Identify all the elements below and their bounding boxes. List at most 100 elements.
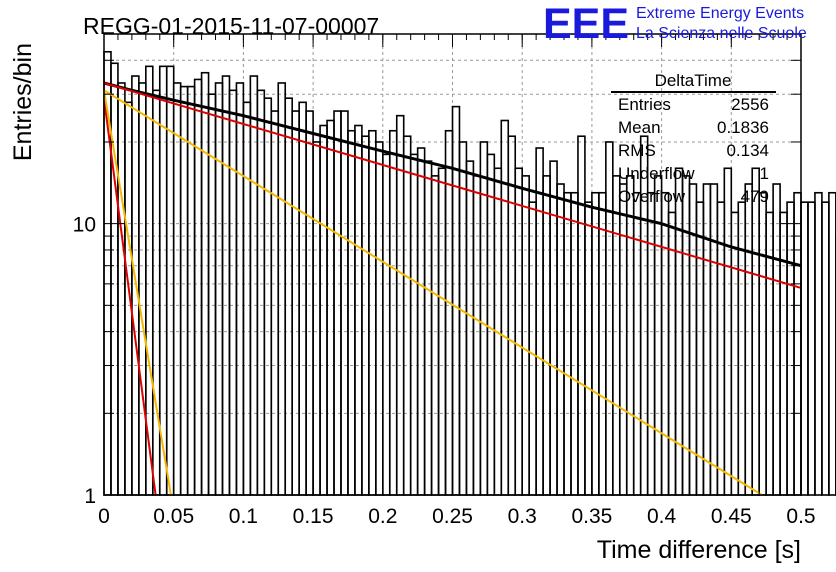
histogram-bin-37	[361, 135, 370, 496]
histogram-bin-65	[556, 183, 565, 496]
histogram-bin-23	[263, 97, 273, 496]
histogram-bin-52	[465, 160, 475, 496]
histogram-bin-43	[402, 135, 412, 496]
histogram-bin-55	[486, 153, 496, 496]
histogram-bin-99	[793, 191, 802, 496]
histogram-bin-44	[409, 153, 419, 496]
histogram-bin-80	[660, 191, 670, 496]
histogram-bin-32	[326, 119, 335, 496]
histogram-bin-2	[117, 82, 126, 496]
histogram-bin-102	[814, 191, 823, 496]
histogram-bin-50	[451, 105, 461, 496]
x-tick-label-7: 0.35	[571, 505, 612, 528]
stats-title: DeltaTime	[655, 71, 732, 90]
histogram-bin-69	[584, 201, 593, 496]
histogram-bin-33	[333, 110, 342, 496]
histogram-bin-104	[828, 191, 836, 496]
histogram-bin-68	[577, 135, 586, 496]
histogram-bin-25	[277, 82, 287, 496]
histogram-bin-64	[549, 160, 558, 496]
stats-value-mean: 0.1836	[717, 118, 769, 137]
histogram-bin-62	[535, 147, 544, 496]
histogram-bin-12	[186, 85, 196, 496]
histogram-bin-81	[667, 211, 677, 496]
stats-label-overflow: Overflow	[618, 187, 686, 206]
x-axis-label: Time difference [s]	[597, 536, 801, 564]
histogram-bin-46	[423, 160, 433, 496]
histogram-bin-45	[416, 147, 426, 496]
histogram-bin-39	[375, 141, 384, 496]
axis-ticks	[103, 33, 802, 496]
histogram-bin-35	[347, 129, 356, 496]
histogram-bin-101	[807, 201, 816, 496]
histogram-bin-11	[179, 85, 189, 496]
x-tick-label-5: 0.25	[432, 505, 473, 528]
histogram-bin-96	[772, 183, 781, 496]
stats-label-rms: RMS	[618, 141, 656, 160]
histogram-bin-30	[312, 141, 321, 496]
eee-logo-line2: La Scienza nelle Scuole	[636, 25, 807, 42]
histogram-bin-74	[618, 183, 628, 496]
stats-label-mean: Mean	[618, 118, 661, 137]
histogram-bin-16	[214, 82, 224, 496]
histogram-bin-88	[716, 201, 726, 496]
fit-curve-fit_total-0	[103, 81, 802, 268]
histogram-bin-21	[249, 75, 259, 496]
histogram-bin-7	[151, 89, 161, 496]
histogram-bin-66	[563, 191, 572, 496]
histogram-bin-1	[110, 62, 119, 496]
histogram-bin-103	[821, 201, 830, 496]
histogram-bin-61	[528, 201, 537, 496]
histogram-bin-94	[758, 191, 767, 496]
x-tick-label-0: 0	[98, 505, 110, 528]
stats-label-entries: Entries	[618, 95, 671, 114]
histogram-bin-24	[270, 110, 280, 496]
histogram-bin-51	[458, 141, 468, 496]
histogram-bin-40	[381, 153, 391, 496]
histogram-bin-28	[298, 101, 307, 496]
histogram-bin-10	[172, 82, 182, 496]
histogram-bin-22	[256, 89, 266, 496]
histogram-bin-72	[605, 141, 614, 496]
histogram-bin-31	[319, 124, 328, 496]
histogram-bin-91	[737, 201, 747, 496]
histogram-bin-20	[242, 101, 252, 496]
y-tick-label-0: 1	[84, 485, 96, 508]
histogram-bin-100	[800, 201, 809, 496]
histogram-bin-58	[507, 135, 517, 496]
stats-box: DeltaTime Entries 2556 Mean 0.1836 RMS 0.134 U…	[611, 71, 776, 206]
fit-curve-fit_orange-4	[103, 90, 172, 496]
chart-title: REGG-01-2015-11-07-00007	[83, 13, 379, 39]
fit-curve-fit_red-1	[103, 82, 802, 289]
stats-value-overflow: 479	[741, 187, 769, 206]
histogram-bin-36	[354, 124, 363, 496]
eee-logo-line1: Extreme Energy Events	[636, 5, 804, 22]
y-axis-label: Entries/bin	[9, 43, 37, 161]
x-tick-label-1: 0.05	[153, 505, 194, 528]
histogram-bin-41	[388, 129, 398, 496]
histogram-bin-29	[305, 110, 314, 496]
histogram-bin-71	[598, 191, 607, 496]
histogram-bin-34	[340, 110, 349, 496]
fit-curve-fit_red-2	[103, 98, 157, 496]
fit-curve-fit_orange-3	[103, 89, 763, 496]
histogram-bin-85	[695, 201, 705, 496]
histogram-bin-78	[646, 191, 656, 496]
x-tick-label-10: 0.5	[786, 505, 815, 528]
x-tick-label-3: 0.15	[293, 505, 334, 528]
histogram-bin-57	[500, 119, 510, 496]
histogram-bin-19	[235, 82, 245, 496]
stats-value-rms: 0.134	[726, 141, 769, 160]
stats-value-underflow: 1	[760, 164, 769, 183]
histogram-bin-97	[779, 211, 788, 496]
histogram-bin-38	[368, 129, 377, 496]
histogram-bin-18	[228, 89, 238, 496]
histogram-bin-95	[765, 211, 774, 496]
histogram-bin-86	[702, 183, 712, 496]
stats-value-entries: 2556	[731, 95, 769, 114]
x-tick-label-2: 0.1	[229, 505, 258, 528]
histogram-bin-98	[786, 201, 795, 496]
histogram-bin-27	[291, 110, 300, 496]
histogram-bin-87	[709, 183, 719, 496]
